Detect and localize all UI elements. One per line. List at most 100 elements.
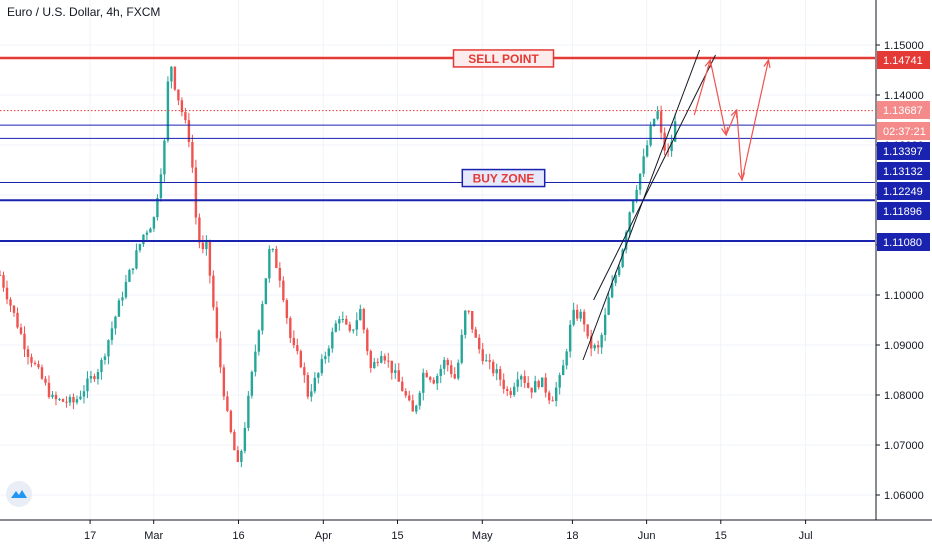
y-tick-label: 1.14000	[884, 90, 924, 102]
x-tick-label: 15	[391, 530, 403, 542]
candle-body	[506, 389, 509, 392]
candle-body	[575, 309, 579, 319]
candle-body	[222, 367, 226, 397]
drawings	[582, 49, 771, 361]
candle-body	[184, 112, 187, 121]
y-tick-label: 1.06000	[884, 490, 924, 502]
x-tick-label: Apr	[315, 530, 332, 542]
candle-body	[166, 81, 170, 141]
candle-body	[121, 297, 124, 301]
x-tick-label: 18	[566, 530, 578, 542]
annotation-box	[452, 49, 555, 68]
candle-body	[565, 351, 568, 366]
candle-body	[240, 450, 243, 462]
candle-body	[54, 394, 58, 400]
candle-body	[289, 318, 292, 338]
candle-body	[460, 334, 463, 363]
candle-body	[439, 368, 442, 376]
candle-body	[621, 249, 624, 268]
candle-body	[652, 118, 656, 126]
y-tick-label: 1.08000	[884, 390, 924, 402]
candle-body	[89, 376, 93, 379]
candle-body	[131, 268, 135, 271]
candle-body	[443, 359, 446, 369]
candle-body	[579, 311, 582, 319]
candle-body	[72, 396, 75, 403]
candle-body	[551, 400, 554, 402]
candle-body	[530, 387, 533, 393]
y-tick-label: 1.10000	[884, 290, 924, 302]
candle-body	[373, 362, 376, 369]
candle-body	[142, 234, 145, 245]
candle-body	[285, 300, 289, 319]
candle-body	[149, 228, 152, 233]
candle-body	[397, 370, 400, 382]
candle-body	[338, 319, 341, 324]
candle-body	[264, 278, 268, 304]
candle-body	[464, 310, 467, 335]
candle-body	[540, 377, 544, 388]
candle-body	[254, 351, 257, 372]
candle-body	[12, 305, 16, 313]
candle-body	[159, 174, 163, 199]
candle-body	[320, 359, 324, 374]
candle-body	[485, 360, 488, 362]
countdown-badge	[877, 122, 930, 140]
candle-body	[191, 141, 194, 168]
annotation-box	[461, 168, 546, 188]
candle-body	[607, 297, 610, 315]
candle-body	[208, 240, 212, 276]
candle-body	[425, 372, 428, 378]
candle-body	[348, 324, 351, 331]
candle-body	[271, 248, 275, 250]
candle-body	[457, 362, 460, 379]
candle-body	[596, 345, 600, 348]
candle-body	[401, 381, 404, 392]
candle-body	[631, 200, 635, 213]
candle-body	[40, 367, 44, 379]
projection-arrow	[725, 109, 738, 136]
candle-body	[659, 111, 663, 133]
candle-body	[429, 377, 432, 380]
candle-body	[526, 382, 530, 388]
candle-body	[436, 375, 439, 384]
x-tick-label: May	[472, 530, 493, 542]
price-badge	[877, 202, 930, 220]
x-tick-label: 15	[715, 530, 727, 542]
x-tick-label: Mar	[144, 530, 163, 542]
candle-body	[135, 250, 138, 269]
candle-body	[554, 387, 558, 401]
price-badge	[877, 182, 930, 200]
candle-body	[163, 140, 166, 175]
time-axis-bg	[0, 520, 932, 550]
candle-body	[376, 362, 379, 364]
projection-arrow	[741, 59, 770, 181]
candle-body	[93, 376, 96, 380]
candle-body	[603, 314, 607, 336]
candle-body	[26, 349, 30, 357]
candle-body	[523, 376, 526, 383]
candle-body	[114, 316, 117, 329]
candle-body	[383, 356, 386, 361]
candle-body	[362, 308, 365, 330]
candle-body	[492, 361, 495, 374]
price-badge	[877, 142, 930, 160]
candle-body	[292, 337, 296, 346]
candle-body	[334, 323, 338, 332]
candle-body	[212, 275, 215, 308]
candle-body	[509, 391, 512, 395]
candle-body	[33, 362, 37, 365]
candle-body	[19, 327, 23, 334]
candle-body	[638, 173, 642, 190]
candle-body	[268, 249, 271, 279]
candle-body	[572, 309, 575, 325]
candle-body	[299, 351, 303, 368]
candle-body	[390, 360, 393, 373]
projection-arrow	[693, 59, 711, 116]
candle-body	[261, 303, 264, 331]
candle-body	[96, 372, 100, 380]
tradingview-logo-icon[interactable]	[6, 481, 32, 507]
candle-body	[243, 427, 247, 451]
